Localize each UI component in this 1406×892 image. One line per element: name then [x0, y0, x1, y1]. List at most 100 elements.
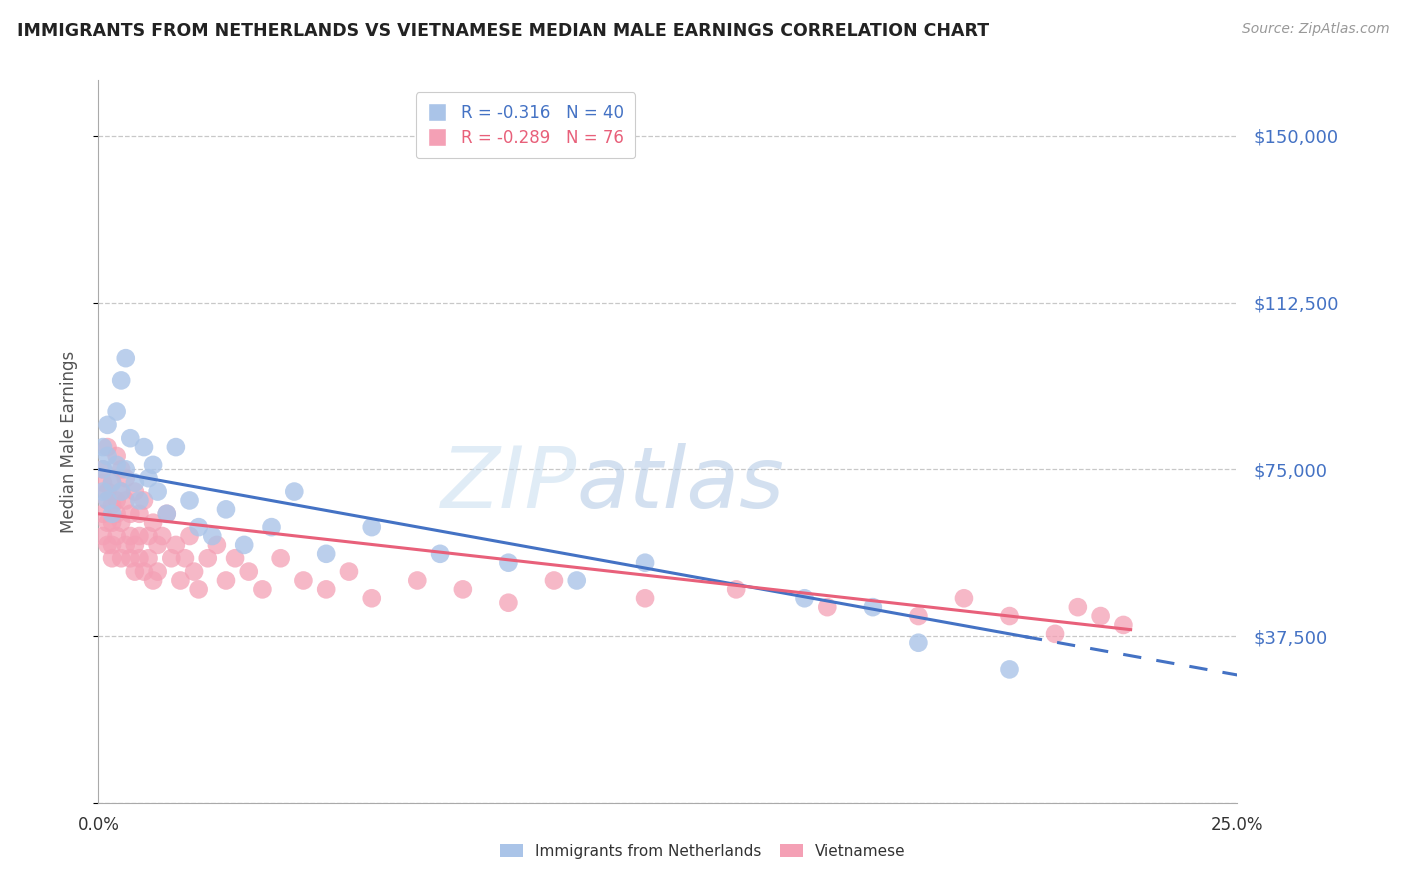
- Point: [132, 440, 155, 454]
- Point: [252, 582, 274, 597]
- Point: [406, 574, 429, 588]
- Point: [120, 551, 142, 566]
- Point: [124, 475, 146, 490]
- Point: [725, 582, 748, 597]
- Point: [998, 662, 1021, 676]
- Point: [105, 529, 128, 543]
- Point: [110, 484, 132, 499]
- Point: [953, 591, 976, 606]
- Point: [197, 551, 219, 566]
- Point: [96, 493, 118, 508]
- Point: [907, 636, 929, 650]
- Point: [124, 484, 146, 499]
- Legend: R = -0.316   N = 40, R = -0.289   N = 76: R = -0.316 N = 40, R = -0.289 N = 76: [416, 92, 636, 158]
- Point: [101, 538, 124, 552]
- Point: [201, 529, 224, 543]
- Text: atlas: atlas: [576, 443, 785, 526]
- Point: [128, 507, 150, 521]
- Point: [498, 596, 520, 610]
- Point: [634, 556, 657, 570]
- Point: [215, 502, 238, 516]
- Point: [183, 565, 205, 579]
- Point: [96, 538, 118, 552]
- Text: Source: ZipAtlas.com: Source: ZipAtlas.com: [1241, 22, 1389, 37]
- Point: [907, 609, 929, 624]
- Point: [128, 551, 150, 566]
- Point: [1067, 600, 1090, 615]
- Point: [114, 471, 136, 485]
- Point: [205, 538, 228, 552]
- Point: [142, 516, 165, 530]
- Point: [1090, 609, 1112, 624]
- Point: [187, 520, 209, 534]
- Point: [156, 507, 179, 521]
- Point: [101, 551, 124, 566]
- Point: [238, 565, 260, 579]
- Point: [114, 462, 136, 476]
- Point: [91, 507, 114, 521]
- Point: [998, 609, 1021, 624]
- Point: [91, 440, 114, 454]
- Text: ZIP: ZIP: [440, 443, 576, 526]
- Point: [120, 431, 142, 445]
- Point: [451, 582, 474, 597]
- Point: [498, 556, 520, 570]
- Point: [1112, 618, 1135, 632]
- Point: [160, 551, 183, 566]
- Point: [110, 373, 132, 387]
- Point: [124, 565, 146, 579]
- Point: [96, 449, 118, 463]
- Point: [96, 484, 118, 499]
- Point: [260, 520, 283, 534]
- Point: [634, 591, 657, 606]
- Point: [793, 591, 815, 606]
- Point: [142, 458, 165, 472]
- Point: [91, 484, 114, 499]
- Point: [91, 462, 114, 476]
- Point: [179, 493, 201, 508]
- Point: [91, 475, 114, 490]
- Point: [105, 458, 128, 472]
- Point: [165, 440, 187, 454]
- Point: [187, 582, 209, 597]
- Point: [128, 529, 150, 543]
- Point: [105, 493, 128, 508]
- Point: [283, 484, 305, 499]
- Point: [565, 574, 588, 588]
- Point: [101, 516, 124, 530]
- Point: [96, 440, 118, 454]
- Point: [337, 565, 360, 579]
- Point: [146, 565, 169, 579]
- Point: [105, 404, 128, 418]
- Point: [165, 538, 187, 552]
- Point: [224, 551, 246, 566]
- Point: [120, 529, 142, 543]
- Point: [114, 493, 136, 508]
- Point: [270, 551, 292, 566]
- Point: [124, 538, 146, 552]
- Point: [150, 529, 173, 543]
- Legend: Immigrants from Netherlands, Vietnamese: Immigrants from Netherlands, Vietnamese: [492, 836, 914, 866]
- Point: [146, 484, 169, 499]
- Point: [101, 475, 124, 490]
- Point: [114, 538, 136, 552]
- Point: [142, 574, 165, 588]
- Point: [215, 574, 238, 588]
- Point: [101, 507, 124, 521]
- Y-axis label: Median Male Earnings: Median Male Earnings: [59, 351, 77, 533]
- Point: [1043, 627, 1066, 641]
- Point: [360, 520, 382, 534]
- Point: [815, 600, 838, 615]
- Point: [105, 507, 128, 521]
- Point: [146, 538, 169, 552]
- Point: [292, 574, 315, 588]
- Point: [543, 574, 565, 588]
- Point: [105, 449, 128, 463]
- Point: [315, 547, 337, 561]
- Point: [96, 516, 118, 530]
- Point: [132, 493, 155, 508]
- Point: [132, 565, 155, 579]
- Point: [169, 574, 191, 588]
- Point: [91, 462, 114, 476]
- Point: [114, 351, 136, 366]
